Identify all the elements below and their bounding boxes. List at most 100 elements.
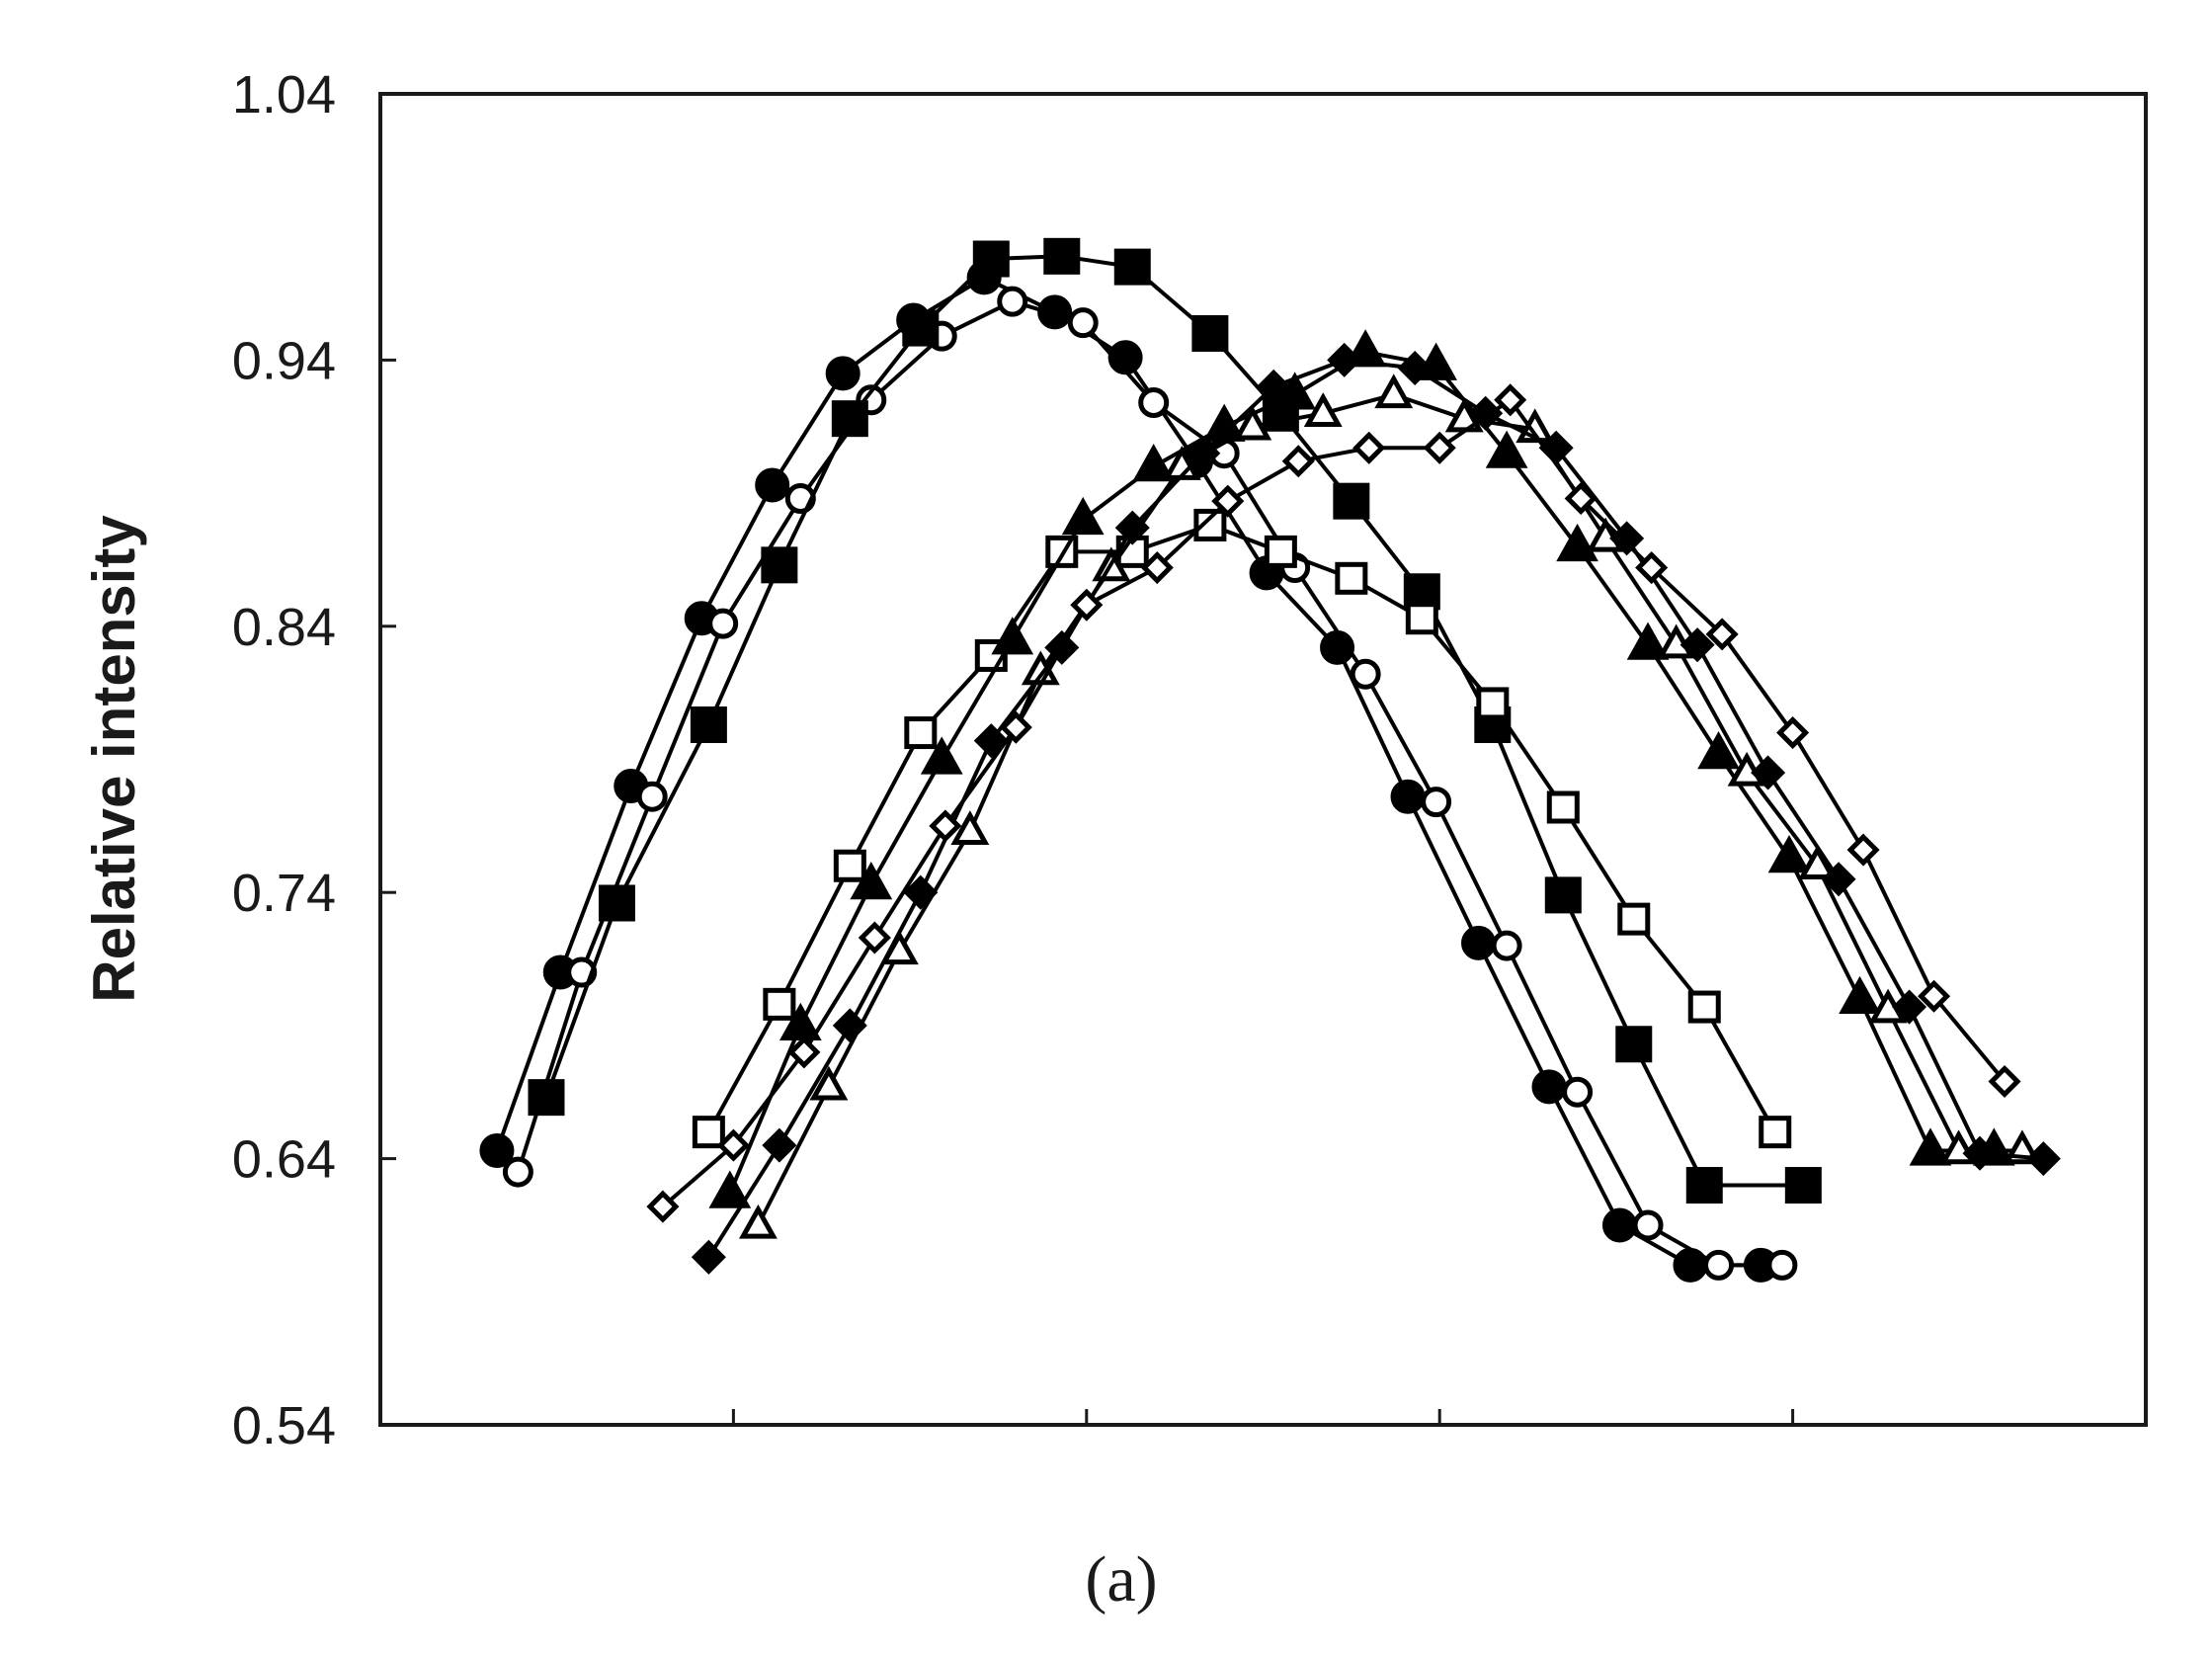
data-point [1485,430,1528,468]
data-point [1705,618,1739,651]
data-point [991,617,1034,655]
series-7-diamond-open [646,383,2021,1223]
data-point [831,400,868,438]
data-point [1491,930,1522,961]
data-point [1617,902,1651,936]
data-point [1132,444,1176,482]
data-point [999,710,1032,744]
data-point [1113,248,1151,286]
series-line [544,254,1804,1188]
data-point [1461,925,1497,960]
data-point [903,874,939,910]
data-point [1423,431,1456,464]
data-point [809,1065,849,1101]
data-point [1186,436,1221,471]
data-point [1043,237,1081,275]
data-point [850,861,893,900]
series-0-circle-filled [479,260,1778,1283]
data-point [1687,990,1721,1024]
x-axis-ticks [731,1409,1795,1425]
data-point [1635,550,1669,585]
data-point [1767,835,1811,873]
data-point [755,467,790,503]
data-point [1839,975,1881,1015]
data-point [1476,687,1510,720]
data-point [1784,1167,1822,1204]
data-point [1067,307,1099,339]
series-line [756,392,2022,1226]
y-tick-label: 1.04 [232,65,336,125]
y-tick-label: 0.84 [232,598,336,657]
data-point [1264,535,1297,568]
data-point [1037,294,1073,330]
data-point [1703,1249,1735,1281]
data-point [1544,876,1582,914]
data-point [972,240,1010,278]
series-line [706,358,2044,1259]
data-point [973,723,1009,759]
series-line [661,397,2007,1208]
series-5-triangle-open [738,374,2042,1239]
data-point [691,1239,726,1275]
data-point [1397,350,1433,386]
data-point [1988,1064,2021,1099]
data-point [902,309,940,347]
data-point [1776,716,1810,750]
data-point [1352,431,1386,464]
data-point [1615,1026,1653,1063]
data-point [1562,1076,1594,1108]
data-point [692,1116,725,1149]
data-point [1140,550,1174,585]
y-axis-ticks: 0.54 0.64 0.74 0.84 0.94 1.04 [232,65,396,1455]
series-2-square-filled [528,237,1822,1204]
data-point [1632,1209,1664,1241]
data-point [763,987,796,1021]
data-point [1685,1167,1723,1204]
data-point [1138,387,1170,419]
data-point [950,810,990,845]
data-point [1564,481,1598,516]
y-tick-label: 0.54 [232,1396,336,1455]
y-tick-label: 0.94 [232,331,336,390]
data-point [787,1036,821,1069]
data-point [1751,755,1786,790]
data-point [1766,1249,1798,1281]
data-point [920,736,963,775]
data-point [707,608,739,639]
data-point [1821,862,1856,897]
data-point [1233,405,1272,441]
figure-caption: (a) [1085,1543,1157,1616]
data-point [1909,1127,1952,1166]
data-point [832,1008,867,1043]
data-point [1374,374,1414,409]
data-point [1494,383,1527,417]
data-point [708,1170,752,1208]
data-point [646,1190,680,1223]
data-point [997,286,1028,317]
data-point [904,716,938,750]
data-point [1697,730,1740,770]
data-point [1335,561,1368,595]
y-tick-label: 0.74 [232,864,336,923]
series-line [706,523,1777,1133]
data-point [1333,482,1370,520]
data-point [1211,484,1245,518]
data-point [1191,314,1229,352]
data-point [502,1156,533,1188]
data-point [479,1133,515,1169]
data-point [1626,622,1670,660]
series-line [727,350,1995,1195]
data-point [1303,392,1343,427]
data-point [716,1128,750,1162]
data-point [1846,833,1880,867]
data-point [1798,845,1838,879]
data-point [738,1204,778,1239]
data-point [1405,602,1438,635]
data-point [1918,979,1951,1013]
y-axis-title: Relative intensity [81,515,147,1003]
data-point [2025,1141,2061,1177]
data-point [1350,658,1381,690]
data-point [1061,496,1105,536]
data-point [1114,510,1150,545]
data-point [636,781,668,812]
